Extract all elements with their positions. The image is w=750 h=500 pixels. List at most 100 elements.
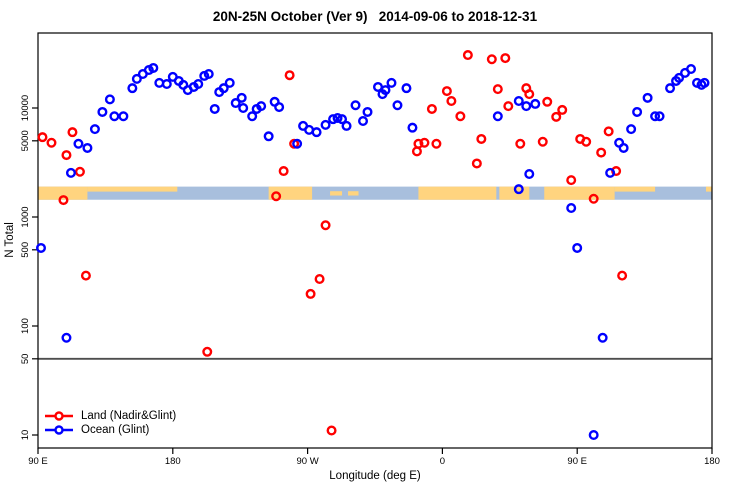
map-band-land-patch [544,186,615,200]
data-point-land [419,137,430,148]
data-point-ocean [104,94,115,105]
data-point-ocean [686,63,697,74]
data-point-land [46,137,57,148]
data-point-ocean [148,62,159,73]
data-point-ocean [386,77,397,88]
data-point-land [537,136,548,147]
data-point-land [74,166,85,177]
data-point-land [446,95,457,106]
data-point-ocean [97,106,108,117]
data-point-land [566,175,577,186]
data-point-land [320,220,331,231]
data-point-land [551,111,562,122]
legend-item-land: Land (Nadir&Glint) [44,409,176,423]
data-point-land [596,147,607,158]
data-point-ocean [521,101,532,112]
data-point-land [61,150,72,161]
plot-border [37,32,713,449]
data-point-land [284,70,295,81]
data-point-ocean [492,111,503,122]
data-point-ocean [513,95,524,106]
x-tick-label: 90 W [297,456,319,467]
data-point-land [476,133,487,144]
data-point-ocean [597,332,608,343]
y-tick-label: 1000 [20,206,31,227]
land-marker-icon [45,411,73,421]
data-point-land [471,158,482,169]
data-point-land [455,111,466,122]
data-point-land [271,191,282,202]
data-point-ocean [65,167,76,178]
data-point-land [588,193,599,204]
data-point-land [542,96,553,107]
data-point-land [500,53,511,64]
data-point-ocean [642,92,653,103]
data-point-ocean [674,72,685,83]
data-point-ocean [82,142,93,153]
x-axis-title: Longitude (deg E) [329,470,421,482]
data-point-ocean [292,138,303,149]
map-band-land-patch [87,186,178,192]
data-point-ocean [588,430,599,441]
y-tick-label: 500 [20,242,31,258]
data-point-land [603,126,614,137]
x-tick-label: 90 E [28,456,48,467]
data-point-ocean [572,242,583,253]
y-tick-label: 5000 [20,130,31,151]
data-point-ocean [203,69,214,80]
data-point-ocean [131,73,142,84]
data-point-ocean [362,106,373,117]
y-tick-label: 100 [20,318,31,334]
x-tick-label: 180 [165,456,181,467]
data-point-land [492,84,503,95]
data-point-ocean [337,114,348,125]
data-point-ocean [626,124,637,135]
map-band-ocean [38,186,712,200]
data-point-ocean [118,111,129,122]
data-point-ocean [650,111,661,122]
data-point-ocean [218,83,229,94]
map-band-land-patch [330,191,343,196]
data-point-land [37,132,48,143]
data-point-ocean [632,106,643,117]
data-point-ocean [236,92,247,103]
map-band-land-patch [706,186,712,192]
x-tick-label: 0 [440,456,445,467]
data-point-ocean [127,83,138,94]
data-point-land [617,270,628,281]
map-band-land-patch [614,186,656,192]
data-point-ocean [311,127,322,138]
data-point-land [515,138,526,149]
data-point-ocean [380,85,391,96]
legend-label-ocean: Ocean (Glint) [81,424,150,436]
data-point-ocean [530,98,541,109]
y-tick-label: 10000 [20,95,31,121]
data-point-ocean [513,184,524,195]
data-point-ocean [209,103,220,114]
data-point-ocean [566,202,577,213]
data-point-ocean [618,142,629,153]
data-point-ocean [274,102,285,113]
data-point-ocean [230,98,241,109]
data-point-land [581,136,592,147]
data-point-ocean [35,242,46,253]
data-point-ocean [332,112,343,123]
data-point-ocean [665,83,676,94]
ocean-marker-icon [45,425,73,435]
data-point-land [441,86,452,97]
data-point-land [326,425,337,436]
data-point-ocean [392,100,403,111]
x-tick-label: 180 [704,456,720,467]
data-point-land [503,101,514,112]
data-point-ocean [401,83,412,94]
data-point-ocean [263,131,274,142]
data-point-ocean [358,115,369,126]
data-point-ocean [247,111,258,122]
data-point-land [58,195,69,206]
data-point-ocean [73,138,84,149]
data-point-land [314,273,325,284]
y-tick-label: 10 [20,430,31,441]
data-point-ocean [320,119,331,130]
